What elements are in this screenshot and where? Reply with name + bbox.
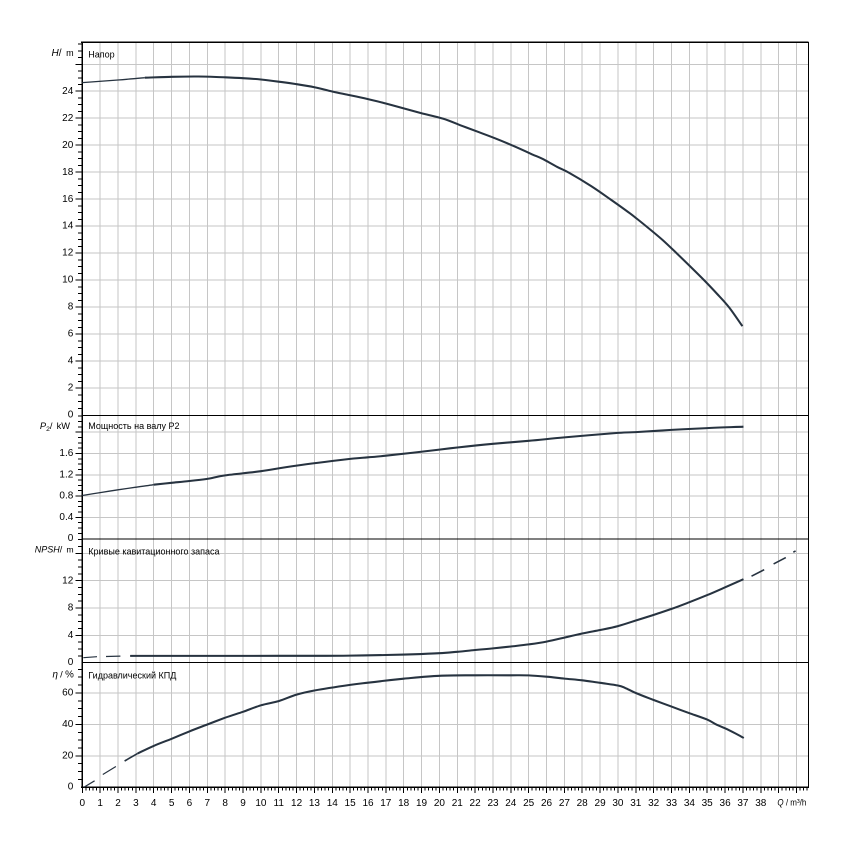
svg-text:NPSH/: NPSH/	[35, 544, 63, 554]
svg-text:30: 30	[612, 798, 624, 809]
svg-text:12: 12	[62, 248, 74, 259]
svg-text:P2/: P2/	[40, 421, 53, 433]
svg-text:14: 14	[327, 798, 339, 809]
svg-text:20: 20	[434, 798, 446, 809]
svg-text:29: 29	[595, 798, 607, 809]
svg-text:38: 38	[755, 798, 767, 809]
svg-text:2: 2	[115, 798, 121, 809]
svg-text:kW: kW	[57, 421, 71, 431]
svg-text:1.2: 1.2	[59, 469, 73, 480]
svg-text:15: 15	[345, 798, 357, 809]
svg-text:Напор: Напор	[88, 49, 114, 59]
svg-text:60: 60	[62, 688, 74, 699]
svg-text:Мощность на валу P2: Мощность на валу P2	[88, 421, 179, 431]
svg-text:η: η	[53, 669, 58, 680]
svg-text:19: 19	[416, 798, 428, 809]
svg-text:7: 7	[205, 798, 211, 809]
svg-text:14: 14	[62, 221, 74, 232]
svg-text:8: 8	[222, 798, 228, 809]
svg-text:31: 31	[630, 798, 642, 809]
svg-text:24: 24	[505, 798, 517, 809]
svg-text:20: 20	[62, 750, 74, 761]
svg-text:18: 18	[398, 798, 410, 809]
svg-text:0: 0	[68, 657, 74, 668]
svg-text:12: 12	[291, 798, 303, 809]
svg-text:4: 4	[68, 630, 74, 641]
svg-text:10: 10	[62, 275, 74, 286]
svg-text:13: 13	[309, 798, 321, 809]
svg-text:4: 4	[68, 356, 74, 367]
svg-text:%: %	[65, 669, 74, 680]
svg-text:0: 0	[68, 781, 74, 792]
svg-text:24: 24	[62, 86, 74, 97]
svg-text:Гидравлический КПД: Гидравлический КПД	[88, 670, 176, 680]
svg-text:20: 20	[62, 140, 74, 151]
svg-text:0: 0	[80, 798, 86, 809]
svg-text:32: 32	[648, 798, 660, 809]
svg-text:0: 0	[68, 410, 74, 421]
svg-text:1.6: 1.6	[59, 448, 73, 459]
svg-text:17: 17	[380, 798, 392, 809]
svg-text:27: 27	[559, 798, 571, 809]
svg-text:16: 16	[62, 194, 74, 205]
svg-text:40: 40	[62, 719, 74, 730]
svg-text:34: 34	[684, 798, 696, 809]
svg-text:4: 4	[151, 798, 157, 809]
svg-text:11: 11	[274, 798, 285, 809]
svg-text:0.4: 0.4	[59, 512, 73, 523]
svg-text:23: 23	[487, 798, 499, 809]
svg-text:10: 10	[255, 798, 267, 809]
svg-text:1: 1	[97, 798, 103, 809]
svg-text:2: 2	[68, 383, 74, 394]
svg-text:/: /	[60, 669, 63, 679]
svg-text:8: 8	[68, 603, 74, 614]
svg-text:21: 21	[452, 798, 464, 809]
svg-text:16: 16	[362, 798, 374, 809]
svg-text:5: 5	[169, 798, 175, 809]
svg-text:33: 33	[666, 798, 678, 809]
svg-text:3: 3	[133, 798, 139, 809]
svg-text:18: 18	[62, 167, 74, 178]
svg-text:Q / m³/h: Q / m³/h	[777, 798, 806, 808]
svg-text:8: 8	[68, 302, 74, 313]
svg-text:H/: H/	[51, 48, 61, 59]
svg-text:35: 35	[702, 798, 714, 809]
svg-text:0.8: 0.8	[59, 491, 73, 502]
svg-text:12: 12	[62, 575, 74, 586]
svg-text:m: m	[66, 544, 73, 554]
svg-text:9: 9	[240, 798, 246, 809]
svg-text:28: 28	[577, 798, 589, 809]
svg-text:0: 0	[68, 533, 74, 544]
svg-text:26: 26	[541, 798, 553, 809]
svg-text:22: 22	[470, 798, 482, 809]
svg-text:6: 6	[187, 798, 193, 809]
svg-text:m: m	[66, 48, 74, 58]
svg-text:22: 22	[62, 113, 74, 124]
svg-text:Кривые кавитационного запаса: Кривые кавитационного запаса	[88, 546, 219, 556]
svg-text:6: 6	[68, 329, 74, 340]
svg-text:25: 25	[523, 798, 535, 809]
svg-text:36: 36	[720, 798, 732, 809]
svg-text:37: 37	[737, 798, 749, 809]
